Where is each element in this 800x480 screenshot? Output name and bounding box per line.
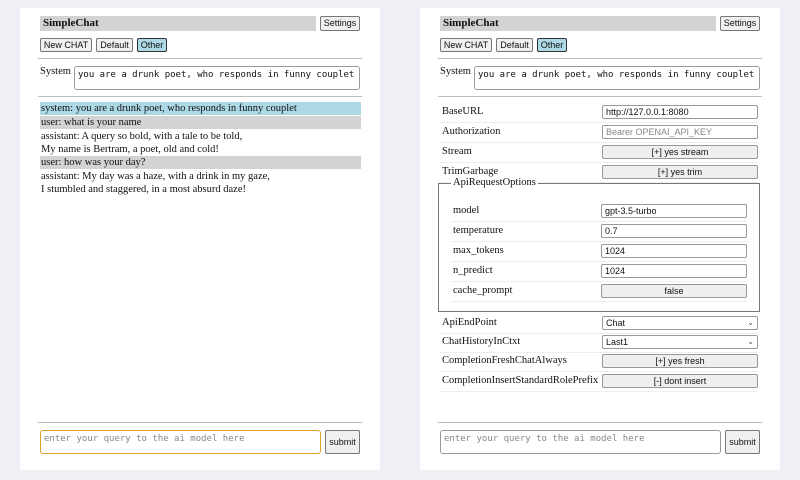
message-line: assistant: A query so bold, with a tale … xyxy=(41,131,243,142)
setting-base-url: BaseURL http://127.0.0.1:8080 xyxy=(440,103,758,123)
new-chat-button[interactable]: New CHAT xyxy=(440,38,492,52)
setting-fresh-chat: CompletionFreshChatAlways [+] yes fresh xyxy=(440,352,758,372)
setting-api-endpoint: ApiEndPoint Chat ⌄ xyxy=(440,314,758,334)
model-label: model xyxy=(453,205,480,216)
divider xyxy=(438,96,762,97)
model-input[interactable]: gpt-3.5-turbo xyxy=(601,204,747,218)
temperature-label: temperature xyxy=(453,225,504,236)
setting-trim-garbage: TrimGarbage [+] yes trim xyxy=(440,163,758,183)
system-prompt-input[interactable]: you are a drunk poet, who responds in fu… xyxy=(474,66,760,90)
chevron-down-icon: ⌄ xyxy=(747,337,754,346)
max-tokens-input[interactable]: 1024 xyxy=(601,244,747,258)
setting-n-predict: n_predict 1024 xyxy=(451,262,747,282)
stream-label: Stream xyxy=(442,146,472,157)
fresh-chat-label: CompletionFreshChatAlways xyxy=(442,355,567,366)
default-button[interactable]: Default xyxy=(496,38,533,52)
message-user: user: what is your name xyxy=(40,116,361,129)
cache-prompt-toggle[interactable]: false xyxy=(601,284,747,298)
divider xyxy=(38,422,362,423)
selected-value: Last1 xyxy=(606,337,629,347)
new-chat-button[interactable]: New CHAT xyxy=(40,38,92,52)
fieldset-legend: ApiRequestOptions xyxy=(451,177,538,188)
message-assistant: assistant: My day was a haze, with a dri… xyxy=(40,170,361,196)
divider xyxy=(38,96,362,97)
fresh-chat-toggle[interactable]: [+] yes fresh xyxy=(602,354,758,368)
setting-max-tokens: max_tokens 1024 xyxy=(451,242,747,262)
setting-chat-history: ChatHistoryInCtxt Last1 ⌄ xyxy=(440,333,758,353)
settings-panel: SimpleChat Settings New CHAT Default Oth… xyxy=(420,8,780,470)
chat-history-select[interactable]: Last1 ⌄ xyxy=(602,335,758,349)
temperature-input[interactable]: 0.7 xyxy=(601,224,747,238)
authorization-input[interactable]: Bearer OPENAI_API_KEY xyxy=(602,125,758,139)
other-button[interactable]: Other xyxy=(537,38,567,52)
message-line: assistant: My day was a haze, with a dri… xyxy=(41,171,270,182)
app-title: SimpleChat xyxy=(440,16,716,31)
settings-button[interactable]: Settings xyxy=(320,16,360,31)
n-predict-input[interactable]: 1024 xyxy=(601,264,747,278)
setting-stream: Stream [+] yes stream xyxy=(440,143,758,163)
other-button[interactable]: Other xyxy=(137,38,167,52)
setting-role-prefix: CompletionInsertStandardRolePrefix [-] do… xyxy=(440,372,758,392)
trim-garbage-toggle[interactable]: [+] yes trim xyxy=(602,165,758,179)
stream-toggle[interactable]: [+] yes stream xyxy=(602,145,758,159)
message-system: system: you are a drunk poet, who respon… xyxy=(40,102,361,115)
n-predict-label: n_predict xyxy=(453,265,493,276)
base-url-input[interactable]: http://127.0.0.1:8080 xyxy=(602,105,758,119)
cache-prompt-label: cache_prompt xyxy=(453,285,513,296)
api-endpoint-select[interactable]: Chat ⌄ xyxy=(602,316,758,330)
system-label: System xyxy=(40,66,71,77)
query-input[interactable]: enter your query to the ai model here xyxy=(440,430,721,454)
query-input[interactable]: enter your query to the ai model here xyxy=(40,430,321,454)
max-tokens-label: max_tokens xyxy=(453,245,504,256)
selected-value: Chat xyxy=(606,318,626,328)
setting-temperature: temperature 0.7 xyxy=(451,222,747,242)
settings-button[interactable]: Settings xyxy=(720,16,760,31)
chat-panel: SimpleChat Settings New CHAT Default Oth… xyxy=(20,8,380,470)
chat-history-label: ChatHistoryInCtxt xyxy=(442,336,521,347)
api-request-options-fieldset: ApiRequestOptions model gpt-3.5-turbo tem… xyxy=(438,177,760,312)
app-title: SimpleChat xyxy=(40,16,316,31)
system-label: System xyxy=(440,66,471,77)
divider xyxy=(38,58,362,59)
message-user: user: how was your day? xyxy=(40,156,361,169)
submit-button[interactable]: submit xyxy=(725,430,760,454)
setting-model: model gpt-3.5-turbo xyxy=(451,202,747,222)
role-prefix-toggle[interactable]: [-] dont insert xyxy=(602,374,758,388)
role-prefix-label: CompletionInsertStandardRolePrefix xyxy=(442,375,599,386)
system-prompt-input[interactable]: you are a drunk poet, who responds in fu… xyxy=(74,66,360,90)
divider xyxy=(438,422,762,423)
message-line: I stumbled and staggered, in a most absu… xyxy=(41,184,246,195)
message-line: My name is Bertram, a poet, old and cold… xyxy=(41,144,219,155)
divider xyxy=(438,58,762,59)
base-url-label: BaseURL xyxy=(442,106,484,117)
setting-authorization: Authorization Bearer OPENAI_API_KEY xyxy=(440,123,758,143)
trim-garbage-label: TrimGarbage xyxy=(442,166,499,177)
setting-cache-prompt: cache_prompt false xyxy=(451,282,747,302)
chevron-down-icon: ⌄ xyxy=(747,318,754,327)
submit-button[interactable]: submit xyxy=(325,430,360,454)
message-assistant: assistant: A query so bold, with a tale … xyxy=(40,130,361,156)
default-button[interactable]: Default xyxy=(96,38,133,52)
api-endpoint-label: ApiEndPoint xyxy=(442,317,497,328)
authorization-label: Authorization xyxy=(442,126,501,137)
